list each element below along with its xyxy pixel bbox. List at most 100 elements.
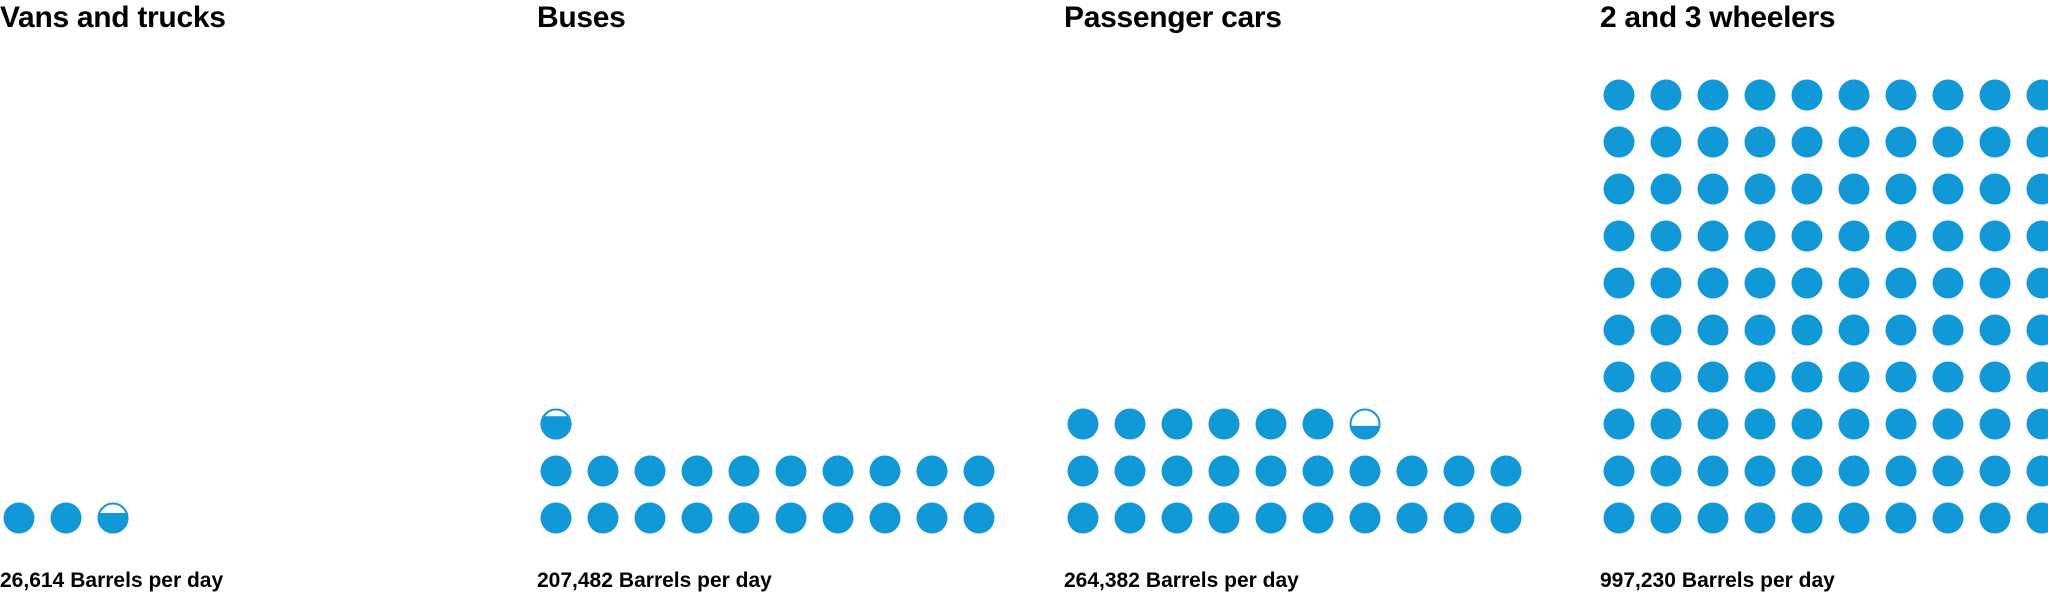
barrel-dot [1885,79,1917,111]
barrel-dot [1979,314,2011,346]
panel-passenger-cars: Passenger cars 264,382 Barrels per day [1064,0,1564,614]
barrel-dot [2026,126,2048,158]
barrel-dot [1255,502,1287,534]
barrel-dot [1838,220,1870,252]
barrels-unit: Barrels per day [618,569,772,592]
panel-title: Buses [537,1,626,34]
barrel-dot [1838,79,1870,111]
dot-grid [1603,79,2048,534]
barrel-dot [1979,126,2011,158]
barrel-dot [1932,126,1964,158]
barrel-dot [1697,173,1729,205]
barrel-dot [1650,314,1682,346]
barrel-dot [1603,314,1635,346]
barrel-dot [1979,173,2011,205]
barrel-dot [1885,361,1917,393]
barrel-dot [1208,502,1240,534]
barrel-dot [1979,455,2011,487]
barrels-per-day-label: 26,614 Barrels per day [0,568,229,594]
barrel-dot [1650,408,1682,440]
barrel-dot [1744,361,1776,393]
barrel-dot [1114,502,1146,534]
barrel-dot [1067,455,1099,487]
barrel-dot [1443,455,1475,487]
barrel-dot [1791,267,1823,299]
barrel-dot [2026,455,2048,487]
barrel-dot [1697,267,1729,299]
barrel-dot [1697,126,1729,158]
partial-barrel-dot [1349,408,1381,440]
barrel-dot [1396,502,1428,534]
barrel-dot [1885,455,1917,487]
barrel-dot [1490,455,1522,487]
barrel-dot [1744,173,1776,205]
barrel-dot [1067,408,1099,440]
barrel-dot [775,502,807,534]
barrel-dot [1838,502,1870,534]
barrel-dot [822,502,854,534]
barrel-dot [1650,173,1682,205]
barrel-dot [1161,408,1193,440]
barrel-dot [1208,408,1240,440]
barrel-dot [540,502,572,534]
dot-grid [1067,408,1522,534]
barrel-dot [1744,126,1776,158]
barrel-dot [1932,361,1964,393]
barrel-dot [775,455,807,487]
barrel-dot [2026,220,2048,252]
barrel-dot [1791,455,1823,487]
barrel-dot [1791,502,1823,534]
barrel-dot [1603,455,1635,487]
barrel-dot [1979,361,2011,393]
barrel-dot [1838,361,1870,393]
barrel-dot [869,502,901,534]
barrel-dot [916,502,948,534]
barrel-dot [1791,173,1823,205]
barrel-dot [1838,267,1870,299]
barrel-dot [1650,361,1682,393]
barrel-dot [728,455,760,487]
barrel-dot [1838,314,1870,346]
barrel-dot [681,502,713,534]
barrel-dot [1255,455,1287,487]
barrel-dot [1302,455,1334,487]
barrel-dot [1791,79,1823,111]
barrel-dot [1650,126,1682,158]
panel-2-3-wheelers: 2 and 3 wheelers 997,230 Barrels per day [1600,0,2048,614]
barrel-dot [2026,314,2048,346]
barrel-dot [1302,502,1334,534]
dot-grid [540,408,995,534]
barrel-dot [1067,502,1099,534]
barrel-dot [1603,408,1635,440]
barrel-dot [1744,408,1776,440]
barrel-dot [1885,126,1917,158]
barrel-dot [1932,455,1964,487]
barrel-dot [1208,455,1240,487]
barrel-dot [1650,455,1682,487]
barrel-dot [1603,220,1635,252]
barrel-dot [1650,502,1682,534]
barrel-dot [1603,361,1635,393]
barrel-dot [1885,502,1917,534]
barrel-dot [587,502,619,534]
barrel-dot [1302,408,1334,440]
barrel-dot [1885,267,1917,299]
barrel-dot [1791,408,1823,440]
barrel-dot [634,502,666,534]
panel-vans-trucks: Vans and trucks 26,614 Barrels per day [0,0,500,614]
barrel-dot [1791,361,1823,393]
barrel-dot [1114,455,1146,487]
barrel-dot [1979,79,2011,111]
barrel-dot [1697,455,1729,487]
panel-title: 2 and 3 wheelers [1600,1,1836,34]
barrel-dot [2026,267,2048,299]
barrels-unit: Barrels per day [1145,569,1299,592]
barrel-dot [1650,79,1682,111]
barrel-dot [822,455,854,487]
barrel-dot [1349,502,1381,534]
barrel-dot [1744,220,1776,252]
barrels-per-day-label: 207,482 Barrels per day [537,568,778,594]
barrel-dot [1349,455,1381,487]
barrel-dot [2026,79,2048,111]
panel-buses: Buses 207,482 Barrels per day [537,0,1037,614]
